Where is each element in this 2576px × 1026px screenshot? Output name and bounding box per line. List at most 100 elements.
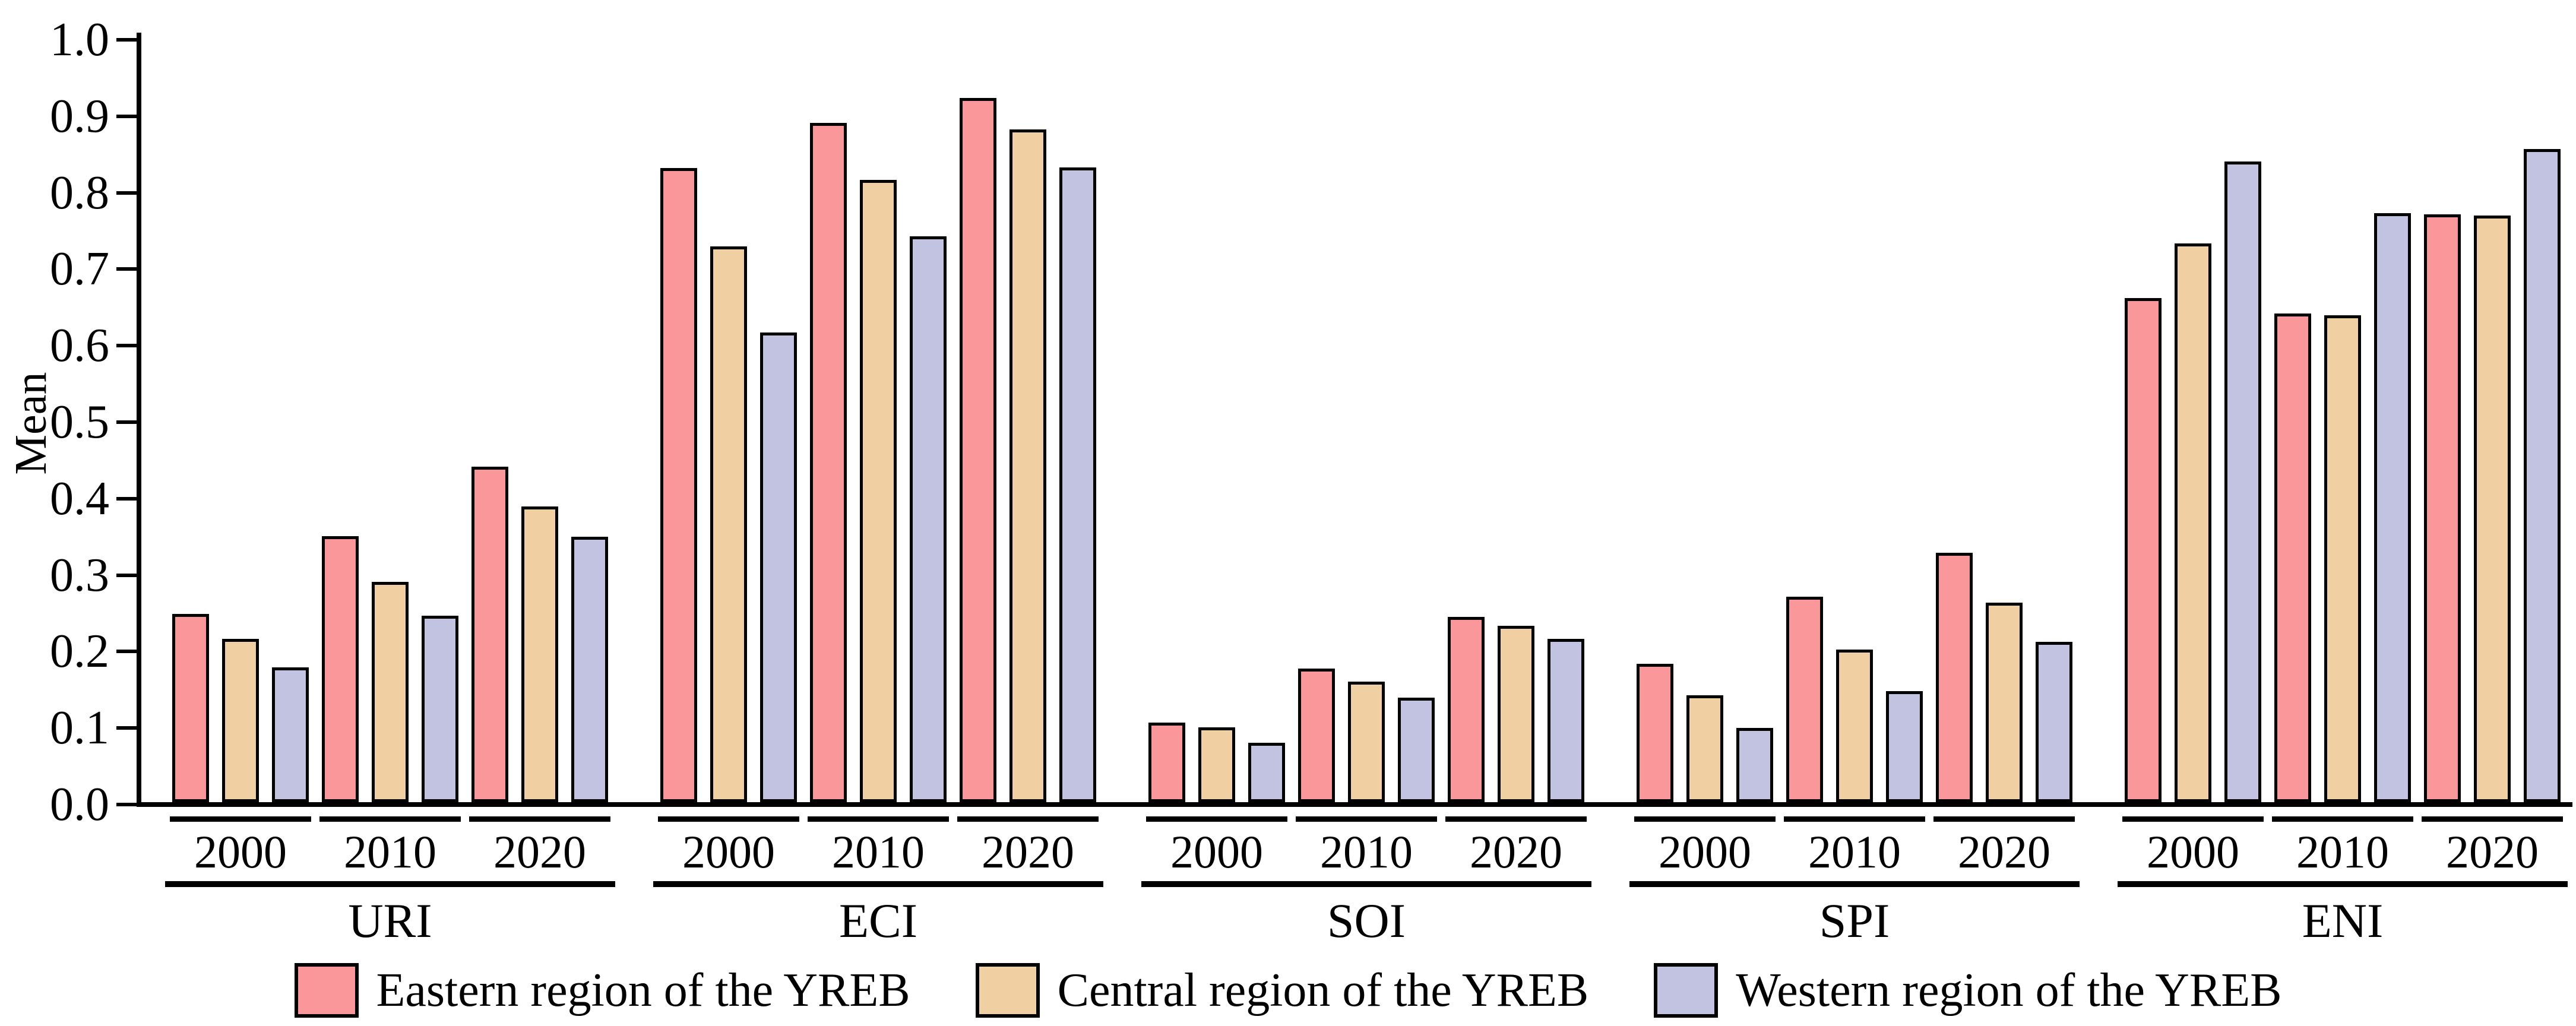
bar-ENI-2020-western	[2524, 149, 2561, 802]
year-underline	[957, 816, 1099, 822]
bar-SOI-2010-central	[1348, 682, 1385, 802]
legend-label-central: Central region of the YREB	[1057, 964, 1589, 1016]
y-tick-label: 0.9	[50, 90, 109, 142]
bar-ENI-2010-eastern	[2274, 314, 2311, 802]
y-tick	[116, 497, 137, 501]
year-label: 2020	[1470, 826, 1562, 878]
year-underline	[658, 816, 799, 822]
bar-URI-2020-western	[571, 537, 608, 802]
legend-label-western: Western region of the YREB	[1736, 964, 2282, 1016]
bar-ENI-2010-central	[2324, 315, 2361, 802]
legend-swatch-central	[975, 963, 1040, 1018]
year-underline	[808, 816, 949, 822]
bar-SPI-2010-western	[1886, 691, 1923, 802]
bar-ECI-2000-central	[710, 246, 747, 802]
bar-URI-2000-western	[272, 667, 309, 802]
bar-ECI-2010-eastern	[810, 123, 847, 802]
y-tick	[116, 344, 137, 347]
y-tick-label: 0.0	[50, 778, 109, 831]
bar-SPI-2000-western	[1736, 728, 1773, 802]
bar-SPI-2020-central	[1986, 603, 2023, 802]
bar-SPI-2000-central	[1686, 695, 1723, 802]
bar-URI-2020-eastern	[471, 467, 508, 802]
y-tick-label: 0.6	[50, 319, 109, 372]
bar-ENI-2010-western	[2374, 213, 2411, 802]
y-tick	[116, 650, 137, 653]
bar-ECI-2000-western	[760, 332, 797, 802]
bar-SPI-2000-eastern	[1637, 664, 1673, 802]
x-axis-baseline	[137, 802, 2572, 807]
bar-SPI-2020-eastern	[1936, 553, 1973, 802]
year-underline	[2122, 816, 2264, 822]
year-label: 2000	[1170, 826, 1263, 878]
year-underline	[469, 816, 610, 822]
legend-item-eastern: Eastern region of the YREB	[294, 963, 910, 1018]
bar-SPI-2010-eastern	[1786, 597, 1823, 802]
legend-item-central: Central region of the YREB	[975, 963, 1589, 1018]
index-label-SPI: SPI	[1819, 894, 1890, 948]
bar-URI-2000-eastern	[172, 614, 209, 802]
bar-ECI-2020-central	[1009, 129, 1046, 802]
y-tick	[116, 267, 137, 271]
y-tick-label: 0.7	[50, 243, 109, 295]
y-tick	[116, 420, 137, 424]
index-underline	[1629, 881, 2080, 887]
bar-URI-2010-western	[422, 616, 458, 802]
bar-SPI-2010-central	[1836, 650, 1873, 802]
bar-URI-2020-central	[521, 506, 558, 802]
y-tick-label: 1.0	[50, 14, 109, 66]
year-underline	[2422, 816, 2563, 822]
legend: Eastern region of the YREB Central region…	[0, 963, 2576, 1018]
year-label: 2010	[832, 826, 925, 878]
index-label-ECI: ECI	[838, 894, 918, 948]
bar-SPI-2020-western	[2036, 642, 2072, 802]
legend-label-eastern: Eastern region of the YREB	[376, 964, 910, 1016]
bar-ECI-2010-western	[910, 236, 947, 802]
y-tick	[116, 803, 137, 806]
year-label: 2020	[2446, 826, 2539, 878]
bar-SOI-2000-western	[1248, 743, 1285, 802]
year-label: 2010	[2296, 826, 2389, 878]
year-underline	[1784, 816, 1925, 822]
y-tick-label: 0.8	[50, 167, 109, 219]
bar-ENI-2000-western	[2224, 162, 2261, 802]
y-tick	[116, 115, 137, 118]
index-label-URI: URI	[348, 894, 432, 948]
bar-SOI-2000-central	[1198, 727, 1235, 802]
bar-URI-2010-central	[372, 582, 409, 802]
bar-SOI-2020-central	[1498, 626, 1534, 802]
bar-SOI-2010-western	[1398, 698, 1435, 802]
index-underline	[2118, 881, 2568, 887]
year-label: 2020	[982, 826, 1074, 878]
year-underline	[1296, 816, 1437, 822]
index-underline	[1141, 881, 1591, 887]
year-underline	[1634, 816, 1776, 822]
y-tick	[116, 726, 137, 730]
bar-SOI-2020-eastern	[1448, 617, 1485, 802]
y-tick-label: 0.1	[50, 702, 109, 754]
year-label: 2010	[1808, 826, 1901, 878]
year-underline	[1445, 816, 1587, 822]
y-tick	[116, 191, 137, 195]
y-tick-label: 0.3	[50, 549, 109, 601]
bar-SOI-2010-eastern	[1298, 669, 1335, 802]
year-underline	[170, 816, 311, 822]
y-tick	[116, 38, 137, 42]
bar-ECI-2020-western	[1059, 167, 1096, 802]
year-underline	[319, 816, 461, 822]
y-tick	[116, 574, 137, 577]
y-axis-line	[137, 33, 141, 807]
index-underline	[653, 881, 1103, 887]
bar-SOI-2020-western	[1548, 639, 1584, 802]
year-label: 2000	[2147, 826, 2239, 878]
year-label: 2020	[1958, 826, 2050, 878]
bar-ENI-2020-central	[2474, 216, 2511, 802]
year-label: 2000	[194, 826, 287, 878]
year-label: 2000	[682, 826, 775, 878]
bar-ENI-2000-central	[2175, 243, 2211, 802]
year-label: 2000	[1659, 826, 1751, 878]
bar-ENI-2000-eastern	[2125, 298, 2162, 802]
bar-ECI-2020-eastern	[960, 98, 996, 802]
bar-ECI-2000-eastern	[660, 168, 697, 802]
year-underline	[1933, 816, 2075, 822]
